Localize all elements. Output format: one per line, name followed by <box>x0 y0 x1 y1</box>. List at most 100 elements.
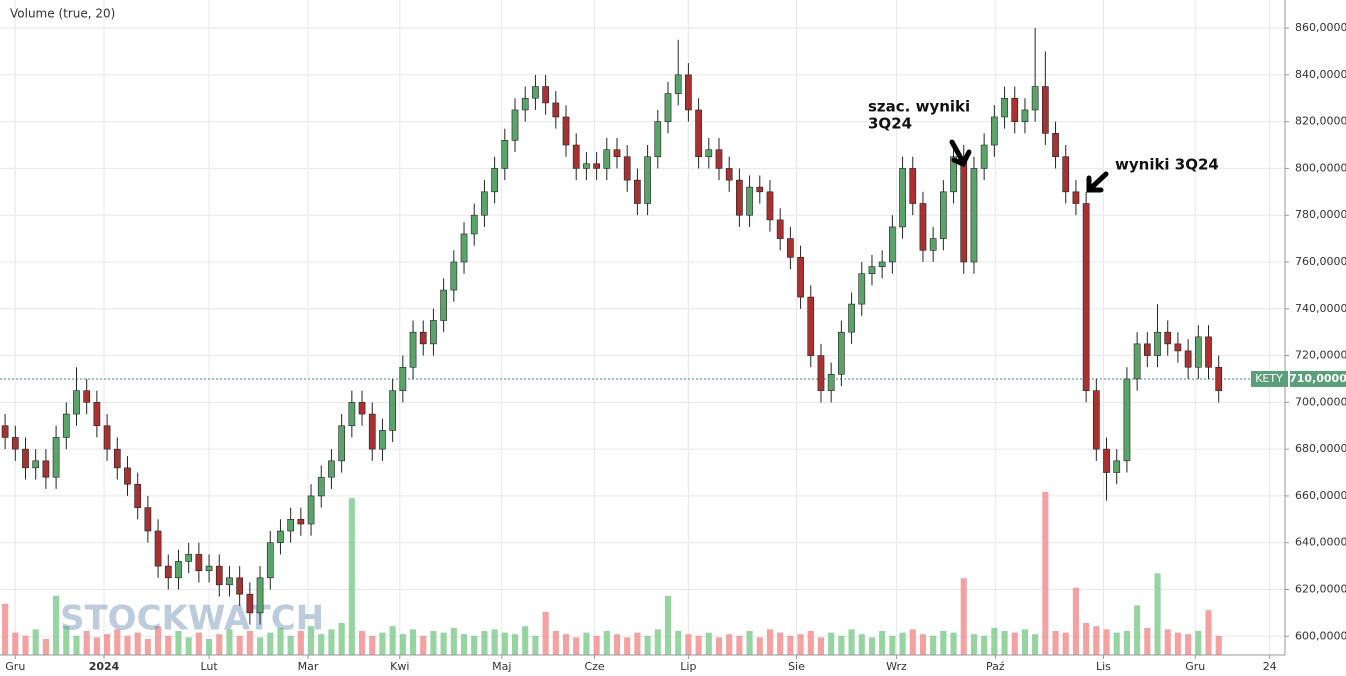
volume-bar <box>1072 587 1079 655</box>
volume-bar <box>114 629 121 655</box>
volume-bar <box>246 631 253 655</box>
volume-bar <box>83 631 90 655</box>
candle-body <box>430 320 437 345</box>
volume-bar <box>471 635 478 655</box>
volume-bar <box>165 635 172 655</box>
candle-body <box>205 565 213 572</box>
candle-body <box>868 266 876 274</box>
volume-bar <box>542 611 549 655</box>
candle-body <box>460 233 468 263</box>
volume-bar <box>603 631 610 655</box>
x-tick-label: 24 <box>1263 660 1277 673</box>
volume-bar <box>613 634 621 655</box>
volume-bar <box>348 498 355 655</box>
volume-bar <box>1093 626 1100 655</box>
candle-body <box>929 238 937 251</box>
candle-body <box>970 168 978 263</box>
volume-bar <box>430 631 437 655</box>
x-tick-label: Paź <box>986 660 1005 673</box>
volume-bar <box>104 634 111 655</box>
volume-bar <box>134 632 141 655</box>
volume-bar <box>532 635 539 655</box>
x-tick-label: Gru <box>5 660 25 673</box>
volume-bar <box>654 629 661 655</box>
candle-body <box>42 460 50 478</box>
volume-layer <box>2 491 1222 655</box>
candle-body <box>664 93 672 122</box>
candle-body <box>409 331 417 368</box>
volume-title: Volume (true, 20) <box>10 7 115 21</box>
candle-body <box>1031 86 1039 111</box>
volume-bar <box>1144 627 1151 655</box>
y-tick-label: 860,0000 <box>1295 21 1346 34</box>
volume-bar <box>216 634 223 655</box>
volume-bar <box>440 632 447 655</box>
candle-body <box>909 168 917 204</box>
y-tick-label: 720,0000 <box>1295 349 1346 362</box>
volume-bar <box>195 632 202 655</box>
candle-body <box>950 156 957 193</box>
candle-body <box>603 149 611 169</box>
candle-body <box>827 373 835 391</box>
candle-body <box>481 191 488 216</box>
candle-body <box>878 261 886 267</box>
volume-bar <box>726 634 733 655</box>
candle-body <box>470 214 478 235</box>
volume-bar <box>481 631 488 655</box>
volume-bar <box>1103 629 1110 655</box>
volume-bar <box>53 595 60 655</box>
volume-bar <box>573 637 580 655</box>
candle-body <box>1164 331 1172 345</box>
candle-body <box>124 467 131 485</box>
y-tick-label: 740,0000 <box>1295 302 1346 315</box>
volume-bar <box>1134 605 1141 655</box>
volume-bar <box>624 637 631 655</box>
candle-body <box>236 577 244 595</box>
candle-body <box>185 554 193 562</box>
volume-bar <box>889 635 896 655</box>
candle-body <box>583 163 590 169</box>
annotation: wyniki 3Q24 <box>1115 156 1219 174</box>
candle-body <box>889 226 896 263</box>
candle-body <box>266 542 274 579</box>
candle-body <box>287 519 295 532</box>
volume-bar <box>358 631 366 655</box>
candle-body <box>52 437 60 478</box>
candle-body <box>776 219 784 239</box>
volume-bar <box>715 637 723 655</box>
volume-bar <box>899 632 906 655</box>
candle-body <box>797 257 804 298</box>
candle-body <box>501 140 509 169</box>
candle-body <box>195 554 203 572</box>
volume-bar <box>777 632 784 655</box>
volume-bar <box>369 635 376 655</box>
candle-body <box>593 163 600 169</box>
y-tick-label: 680,0000 <box>1295 442 1346 455</box>
volume-bar <box>124 635 131 655</box>
candle-body <box>562 116 570 146</box>
candle-body <box>215 565 223 586</box>
candle-body <box>1194 336 1202 368</box>
volume-bar <box>522 626 529 655</box>
x-tick-label: Wrz <box>886 660 907 673</box>
volume-bar <box>1154 573 1161 655</box>
last-price-box <box>1290 370 1346 387</box>
candle-body <box>838 331 845 375</box>
arrow <box>949 139 972 168</box>
volume-bar <box>1174 632 1181 655</box>
volume-bar <box>1042 491 1049 655</box>
grid <box>0 0 1285 655</box>
candle-body <box>1154 331 1161 356</box>
candle-body <box>144 507 152 532</box>
volume-bar <box>991 627 998 655</box>
volume-bar <box>879 631 886 655</box>
volume-bar <box>93 637 100 655</box>
x-tick-label: Mar <box>298 660 319 673</box>
volume-bar <box>828 632 835 655</box>
candle-body <box>491 168 498 193</box>
volume-bar <box>1001 631 1008 655</box>
candle-body <box>848 303 855 333</box>
volume-bar <box>175 631 182 655</box>
volume-bar <box>63 626 70 655</box>
